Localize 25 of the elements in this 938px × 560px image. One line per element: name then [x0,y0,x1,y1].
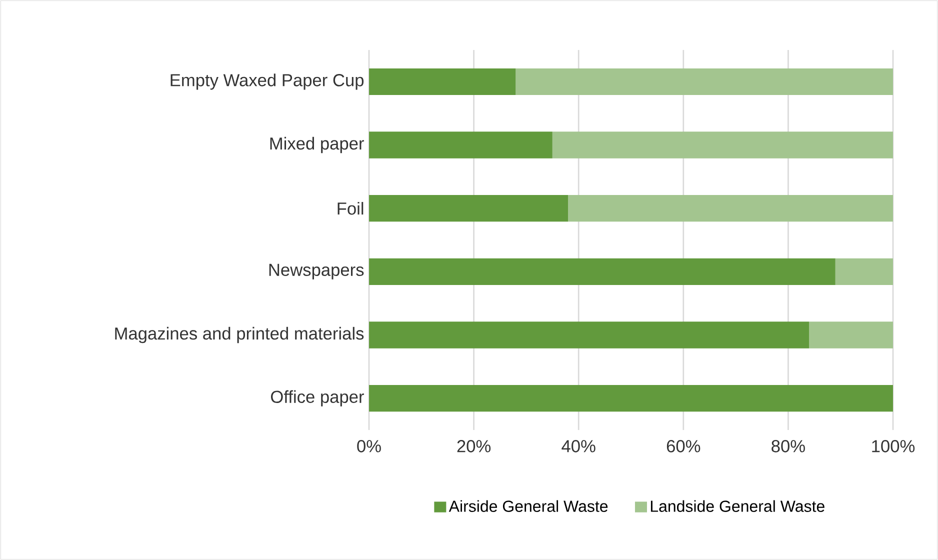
legend-label: Landside General Waste [650,500,824,512]
bar [369,322,810,348]
x-tick-label: 20% [457,440,491,452]
y-tick-label: Empty Waxed Paper Cup [170,74,364,90]
y-tick-label: Office paper [271,390,364,406]
x-tick-label: 80% [772,440,805,452]
bar [552,132,894,158]
bar [369,132,552,158]
y-tick-label: Newspapers [269,264,364,280]
x-tick-label: 60% [666,440,700,452]
y-tick-label: Magazines and printed materials [115,326,364,344]
x-tick-label: 100% [872,440,915,452]
bar [809,322,894,348]
legend-label: Airside General Waste [448,500,608,512]
bar [369,385,894,412]
bar [835,258,894,286]
y-tick-label: Mixed paper [270,136,364,154]
x-tick-label: 0% [357,440,381,452]
bar [516,68,894,96]
x-tick-label: 40% [562,440,596,452]
bar [568,195,894,222]
y-tick-label: Foil [338,202,364,215]
bar [369,68,516,96]
bar [369,195,568,222]
bar [369,258,836,286]
